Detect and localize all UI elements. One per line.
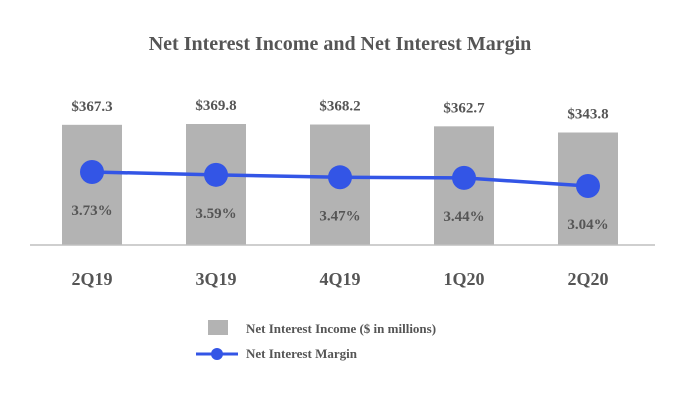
bar-value-labels: $367.3 $369.8 $368.2 $362.7 $343.8 xyxy=(71,98,608,123)
chart-title: Net Interest Income and Net Interest Mar… xyxy=(149,33,532,55)
margin-label-2Q20: 3.04% xyxy=(567,217,608,233)
margin-label-2Q19: 3.73% xyxy=(71,203,112,219)
margin-point-1Q20 xyxy=(452,165,476,190)
margin-point-4Q19 xyxy=(328,165,352,190)
margin-label-4Q19: 3.47% xyxy=(319,208,360,224)
legend-label-bar: Net Interest Income ($ in millions) xyxy=(246,321,436,336)
legend-label-line: Net Interest Margin xyxy=(246,346,358,361)
margin-label-1Q20: 3.44% xyxy=(443,209,484,225)
bar-label-2Q19: $367.3 xyxy=(71,99,112,115)
margin-label-3Q19: 3.59% xyxy=(195,206,236,222)
line-series xyxy=(80,160,600,198)
x-axis-tick-labels: 2Q19 3Q19 4Q19 1Q20 2Q20 xyxy=(71,269,608,289)
x-tick-2Q20: 2Q20 xyxy=(567,269,608,289)
margin-point-2Q20 xyxy=(576,174,600,198)
margin-point-3Q19 xyxy=(204,162,228,187)
bar-label-3Q19: $369.8 xyxy=(195,98,236,114)
legend-swatch-bar xyxy=(208,320,228,335)
x-tick-2Q19: 2Q19 xyxy=(71,269,112,289)
margin-point-2Q19 xyxy=(80,160,104,184)
bar-2Q19 xyxy=(62,124,122,245)
x-tick-3Q19: 3Q19 xyxy=(195,269,236,289)
legend-swatch-marker xyxy=(211,348,223,360)
bar-label-4Q19: $368.2 xyxy=(319,99,360,115)
x-tick-4Q19: 4Q19 xyxy=(319,269,360,289)
line-value-labels: 3.73% 3.59% 3.47% 3.44% 3.04% xyxy=(71,203,608,233)
bar-label-1Q20: $362.7 xyxy=(443,100,485,116)
legend: Net Interest Income ($ in millions) Net … xyxy=(196,320,436,361)
bar-label-2Q20: $343.8 xyxy=(567,107,608,123)
x-tick-1Q20: 1Q20 xyxy=(443,269,484,289)
